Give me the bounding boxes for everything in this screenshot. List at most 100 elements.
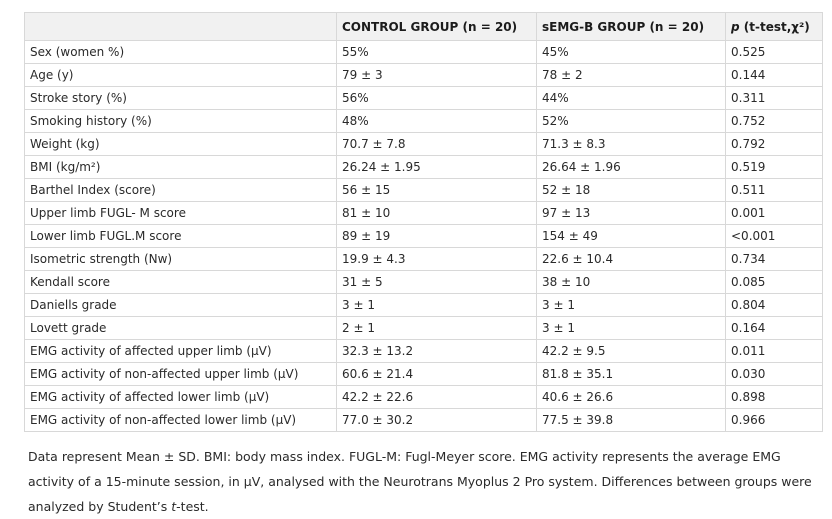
control-value: 79 ± 3 xyxy=(336,63,537,87)
p-value: 0.011 xyxy=(725,339,823,363)
p-value: 0.511 xyxy=(725,178,823,202)
semg-value: 52% xyxy=(536,109,726,133)
control-value: 3 ± 1 xyxy=(336,293,537,317)
p-value: 0.144 xyxy=(725,63,823,87)
semg-value: 40.6 ± 26.6 xyxy=(536,385,726,409)
p-value: 0.085 xyxy=(725,270,823,294)
control-value: 89 ± 19 xyxy=(336,224,537,248)
row-label: EMG activity of affected upper limb (μV) xyxy=(24,339,337,363)
table-row: Sex (women %) 55% 45% 0.525 xyxy=(24,40,823,64)
control-value: 48% xyxy=(336,109,537,133)
row-label: Daniells grade xyxy=(24,293,337,317)
row-label: Lower limb FUGL.M score xyxy=(24,224,337,248)
control-value: 32.3 ± 13.2 xyxy=(336,339,537,363)
baseline-characteristics-table: CONTROL GROUP (n = 20) sEMG-B GROUP (n =… xyxy=(24,12,823,432)
p-value: 0.734 xyxy=(725,247,823,271)
control-value: 56% xyxy=(336,86,537,110)
row-label: Kendall score xyxy=(24,270,337,294)
p-value: 0.311 xyxy=(725,86,823,110)
semg-value: 26.64 ± 1.96 xyxy=(536,155,726,179)
table-row: EMG activity of non-affected upper limb … xyxy=(24,362,823,386)
control-value: 81 ± 10 xyxy=(336,201,537,225)
row-label: Stroke story (%) xyxy=(24,86,337,110)
p-value: 0.001 xyxy=(725,201,823,225)
p-value: 0.792 xyxy=(725,132,823,156)
row-label: EMG activity of non-affected lower limb … xyxy=(24,408,337,432)
table-row: EMG activity of non-affected lower limb … xyxy=(24,408,823,432)
semg-value: 22.6 ± 10.4 xyxy=(536,247,726,271)
control-value: 31 ± 5 xyxy=(336,270,537,294)
table-row: Weight (kg) 70.7 ± 7.8 71.3 ± 8.3 0.792 xyxy=(24,132,823,156)
p-value: 0.519 xyxy=(725,155,823,179)
row-label: EMG activity of non-affected upper limb … xyxy=(24,362,337,386)
control-value: 56 ± 15 xyxy=(336,178,537,202)
header-empty-cell xyxy=(24,12,337,41)
header-p-test: (t-test,χ²) xyxy=(739,19,810,34)
header-control-group: CONTROL GROUP (n = 20) xyxy=(336,12,537,41)
control-value: 77.0 ± 30.2 xyxy=(336,408,537,432)
semg-value: 52 ± 18 xyxy=(536,178,726,202)
control-value: 42.2 ± 22.6 xyxy=(336,385,537,409)
header-p-value: p (t-test,χ²) xyxy=(725,12,823,41)
footnote-t-italic: t xyxy=(171,499,177,514)
table-row: EMG activity of affected lower limb (μV)… xyxy=(24,385,823,409)
p-value: 0.966 xyxy=(725,408,823,432)
table-row: Isometric strength (Nw) 19.9 ± 4.3 22.6 ± … xyxy=(24,247,823,271)
semg-value: 38 ± 10 xyxy=(536,270,726,294)
row-label: BMI (kg/m²) xyxy=(24,155,337,179)
header-p-letter: p xyxy=(731,19,740,34)
row-label: Age (y) xyxy=(24,63,337,87)
table-row: EMG activity of affected upper limb (μV)… xyxy=(24,339,823,363)
row-label: Smoking history (%) xyxy=(24,109,337,133)
table-row: Upper limb FUGL- M score 81 ± 10 97 ± 13 0.… xyxy=(24,201,823,225)
semg-value: 3 ± 1 xyxy=(536,316,726,340)
header-row: CONTROL GROUP (n = 20) sEMG-B GROUP (n =… xyxy=(24,12,823,41)
table-header: CONTROL GROUP (n = 20) sEMG-B GROUP (n =… xyxy=(24,12,823,41)
table-row: BMI (kg/m²) 26.24 ± 1.95 26.64 ± 1.96 0.519 xyxy=(24,155,823,179)
semg-value: 97 ± 13 xyxy=(536,201,726,225)
row-label: Sex (women %) xyxy=(24,40,337,64)
control-value: 70.7 ± 7.8 xyxy=(336,132,537,156)
control-value: 19.9 ± 4.3 xyxy=(336,247,537,271)
control-value: 60.6 ± 21.4 xyxy=(336,362,537,386)
semg-value: 42.2 ± 9.5 xyxy=(536,339,726,363)
semg-value: 71.3 ± 8.3 xyxy=(536,132,726,156)
table-row: Barthel Index (score) 56 ± 15 52 ± 18 0.511 xyxy=(24,178,823,202)
semg-value: 78 ± 2 xyxy=(536,63,726,87)
semg-value: 44% xyxy=(536,86,726,110)
row-label: Isometric strength (Nw) xyxy=(24,247,337,271)
table-row: Stroke story (%) 56% 44% 0.311 xyxy=(24,86,823,110)
table-body: Sex (women %) 55% 45% 0.525 Age (y) 79 ± 3 78 … xyxy=(24,40,823,432)
row-label: Weight (kg) xyxy=(24,132,337,156)
table-row: Lower limb FUGL.M score 89 ± 19 154 ± 49 <0… xyxy=(24,224,823,248)
table-row: Smoking history (%) 48% 52% 0.752 xyxy=(24,109,823,133)
semg-value: 77.5 ± 39.8 xyxy=(536,408,726,432)
header-semg-group: sEMG-B GROUP (n = 20) xyxy=(536,12,726,41)
footnote-text: Data represent Mean ± SD. BMI: body mass… xyxy=(28,449,812,514)
table-row: Age (y) 79 ± 3 78 ± 2 0.144 xyxy=(24,63,823,87)
row-label: EMG activity of affected lower limb (μV) xyxy=(24,385,337,409)
control-value: 2 ± 1 xyxy=(336,316,537,340)
footnote-end: -test. xyxy=(176,499,209,514)
row-label: Upper limb FUGL- M score xyxy=(24,201,337,225)
row-label: Barthel Index (score) xyxy=(24,178,337,202)
p-value: 0.752 xyxy=(725,109,823,133)
row-label: Lovett grade xyxy=(24,316,337,340)
semg-value: 3 ± 1 xyxy=(536,293,726,317)
p-value: 0.804 xyxy=(725,293,823,317)
table-row: Kendall score 31 ± 5 38 ± 10 0.085 xyxy=(24,270,823,294)
p-value: 0.030 xyxy=(725,362,823,386)
p-value: 0.164 xyxy=(725,316,823,340)
semg-value: 154 ± 49 xyxy=(536,224,726,248)
semg-value: 45% xyxy=(536,40,726,64)
table-footnote: Data represent Mean ± SD. BMI: body mass… xyxy=(24,444,818,519)
p-value: 0.525 xyxy=(725,40,823,64)
p-value: 0.898 xyxy=(725,385,823,409)
control-value: 55% xyxy=(336,40,537,64)
control-value: 26.24 ± 1.95 xyxy=(336,155,537,179)
p-value: <0.001 xyxy=(725,224,823,248)
semg-value: 81.8 ± 35.1 xyxy=(536,362,726,386)
